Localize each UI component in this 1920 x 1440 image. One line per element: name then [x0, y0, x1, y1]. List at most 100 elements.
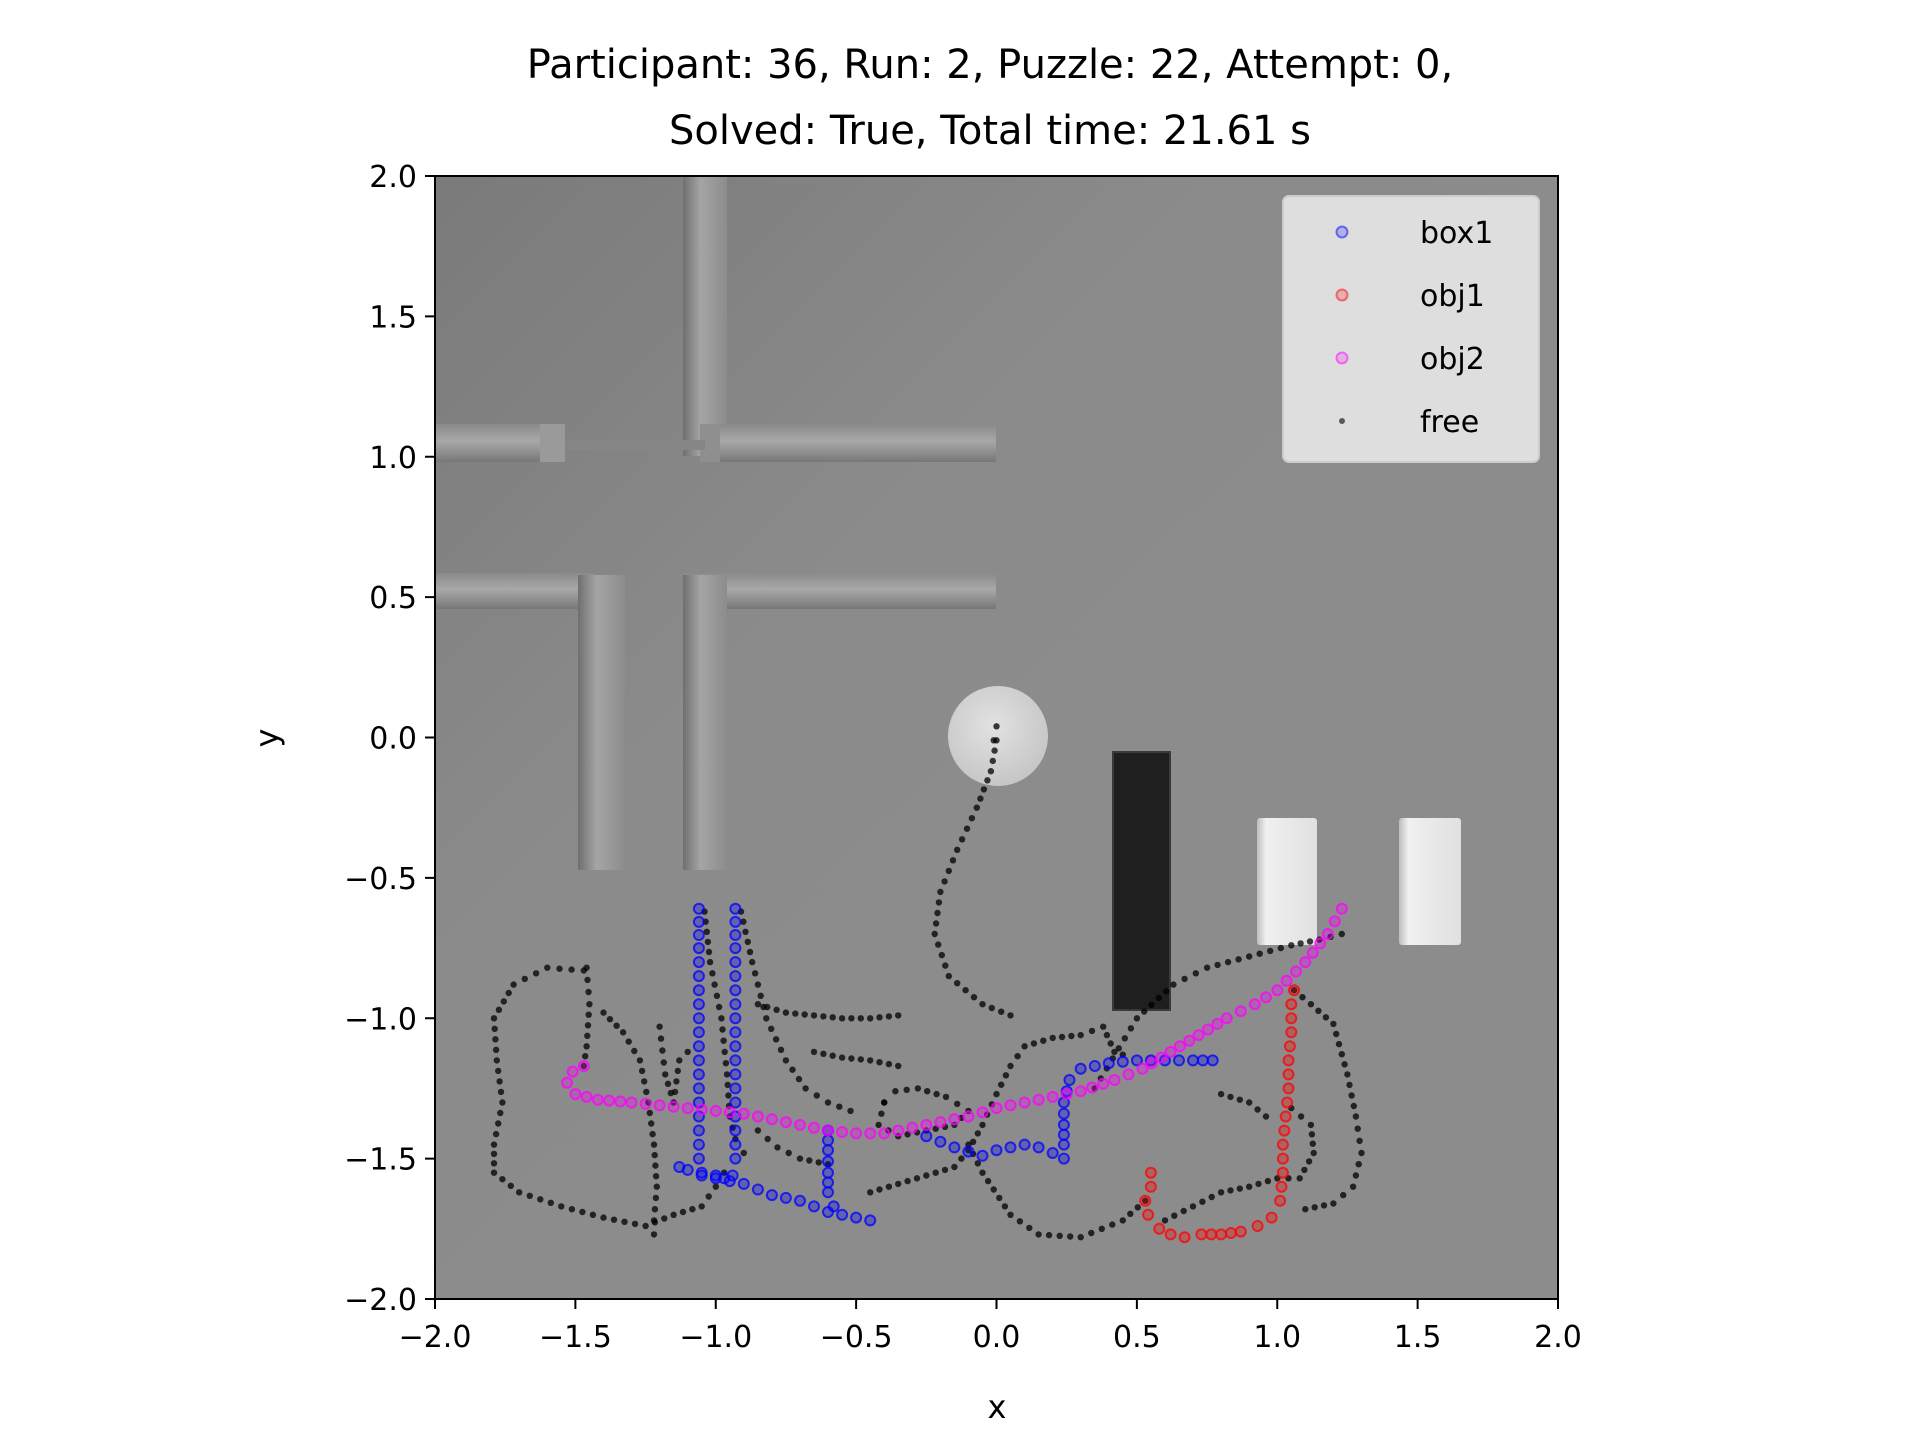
data-point-free: [1297, 1113, 1305, 1120]
data-point-free: [600, 1214, 607, 1221]
data-point-obj1: [1251, 1220, 1264, 1232]
data-point-obj2: [1046, 1090, 1059, 1103]
data-point-free: [585, 1011, 592, 1018]
data-point-box1: [729, 1026, 742, 1039]
data-point-free: [934, 909, 941, 917]
data-point-free: [679, 1208, 687, 1216]
data-point-box1: [1130, 1054, 1143, 1067]
data-point-obj2: [1074, 1085, 1087, 1098]
data-point-free: [1133, 1015, 1141, 1022]
data-point-obj2: [695, 1103, 708, 1116]
data-point-free: [1058, 1033, 1066, 1041]
data-point-obj2: [1306, 946, 1319, 959]
data-point-box1: [692, 984, 705, 997]
data-point-free: [1049, 1034, 1056, 1042]
data-point-obj1: [1281, 1096, 1294, 1109]
data-point-free: [998, 1008, 1005, 1015]
y-tick-label: 0.5: [369, 581, 417, 616]
legend-label-obj1: obj1: [1420, 279, 1485, 314]
data-point-free: [1355, 1161, 1362, 1168]
data-point-free: [652, 1173, 660, 1180]
data-point-free: [719, 1026, 726, 1033]
data-point-free: [789, 1066, 796, 1073]
data-point-box1: [1074, 1062, 1087, 1075]
data-point-free: [671, 1088, 679, 1096]
data-point-free: [820, 1050, 827, 1058]
data-point-free: [932, 1169, 939, 1176]
data-point-free: [1302, 1206, 1309, 1213]
data-point-free: [782, 1057, 790, 1064]
data-point-free: [619, 1029, 627, 1036]
x-tick-label: 0.0: [973, 1320, 1021, 1355]
data-point-box1: [692, 1124, 705, 1137]
data-point-box1: [729, 1040, 742, 1053]
data-point-obj2: [1271, 984, 1284, 997]
x-axis-label: x: [988, 1388, 1007, 1426]
data-point-free: [1288, 942, 1295, 949]
data-point-box1: [836, 1208, 849, 1221]
data-point-free: [991, 747, 998, 754]
data-point-obj1: [1205, 1228, 1218, 1241]
data-layer: [490, 723, 1365, 1244]
data-point-free: [1203, 964, 1211, 971]
data-point-free: [568, 966, 575, 973]
data-point-box1: [822, 1166, 834, 1179]
data-point-free: [660, 1059, 667, 1066]
data-point-free: [547, 1199, 554, 1207]
data-point-free: [1155, 994, 1163, 1002]
data-point-box1: [1018, 1138, 1031, 1151]
data-point-free: [1180, 1207, 1187, 1215]
data-point-free: [1214, 961, 1221, 969]
data-point-free: [568, 1206, 576, 1213]
data-point-obj2: [765, 1113, 778, 1126]
data-point-free: [931, 930, 938, 938]
data-point-free: [968, 815, 976, 822]
data-point-free: [1142, 1197, 1149, 1204]
data-point-free: [698, 1203, 705, 1210]
data-point-obj1: [1224, 1227, 1237, 1239]
data-point-free: [642, 1222, 649, 1230]
data-point-free: [1308, 1131, 1316, 1138]
data-point-free: [942, 962, 949, 969]
data-point-box1: [1088, 1060, 1101, 1072]
data-point-free: [815, 1159, 822, 1166]
data-point-free: [932, 920, 940, 927]
data-point-box1: [822, 1155, 834, 1168]
data-point-free: [1067, 1233, 1074, 1240]
data-point-free: [1217, 1189, 1225, 1196]
data-point-free: [998, 1081, 1005, 1088]
data-point-obj1: [1283, 1040, 1296, 1053]
data-point-box1: [729, 929, 742, 941]
data-point-free: [990, 737, 997, 744]
data-point-box1: [692, 902, 705, 915]
data-point-free: [651, 1151, 658, 1159]
data-point-free: [684, 1048, 691, 1056]
y-tick-label: 1.5: [369, 300, 417, 335]
data-point-obj2: [1060, 1088, 1073, 1101]
data-point-free: [1007, 1062, 1014, 1070]
data-point-free: [1170, 981, 1177, 988]
data-point-free: [1350, 1102, 1358, 1110]
legend-marker-obj2: [1335, 351, 1349, 365]
data-point-free: [507, 1182, 514, 1190]
data-point-free: [923, 1172, 930, 1179]
data-point-obj1: [1164, 1228, 1177, 1241]
data-point-free: [885, 1013, 893, 1020]
data-point-free: [652, 1162, 659, 1169]
data-point-box1: [692, 942, 705, 955]
data-point-free: [1254, 1106, 1261, 1113]
data-point-box1: [729, 1054, 742, 1067]
disc-target: [948, 686, 1048, 786]
y-tick-label: −1.0: [344, 1002, 417, 1037]
data-point-free: [490, 1141, 498, 1148]
data-point-free: [1016, 1218, 1024, 1225]
data-point-free: [1264, 1177, 1272, 1185]
data-point-obj1: [1279, 1110, 1292, 1123]
data-point-obj2: [1202, 1023, 1214, 1036]
data-point-obj2: [591, 1093, 604, 1106]
data-point-free: [937, 888, 944, 896]
legend-marker-obj1: [1335, 288, 1349, 302]
data-point-free: [885, 1183, 893, 1190]
legend-label-obj2: obj2: [1420, 342, 1485, 377]
data-point-free: [1344, 1071, 1351, 1078]
